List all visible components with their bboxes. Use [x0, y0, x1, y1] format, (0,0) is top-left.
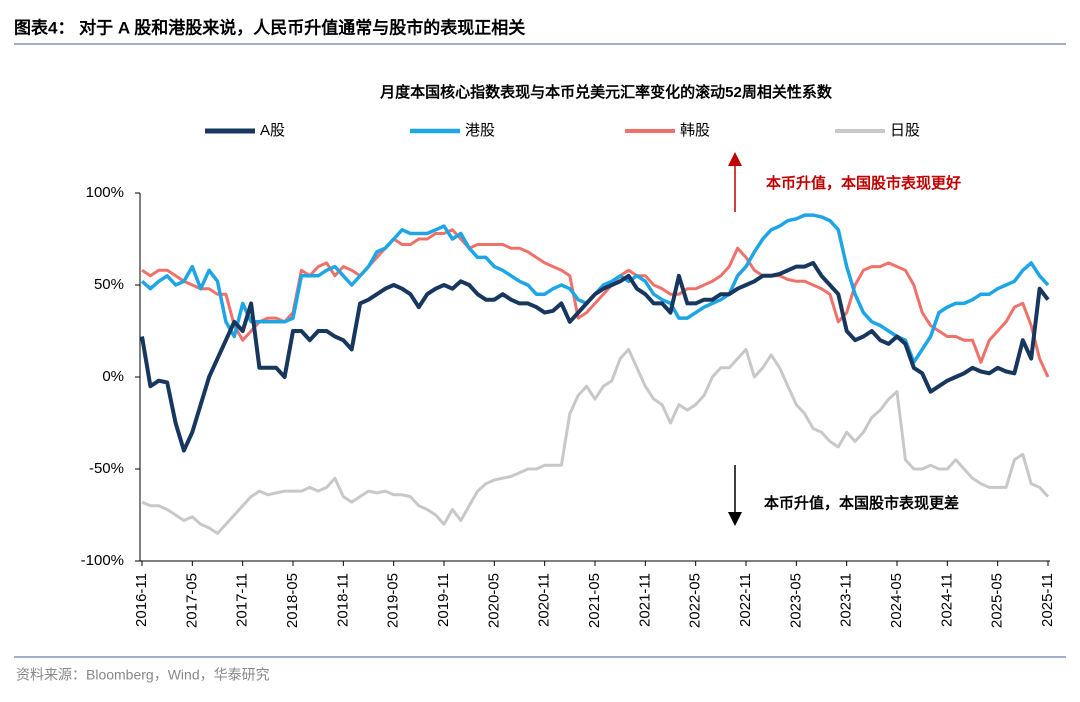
x-tick-label: 2019-11 [435, 573, 452, 627]
x-tick-label: 2020-05 [485, 573, 502, 628]
x-tick-label: 2023-05 [787, 573, 804, 628]
x-tick-label: 2024-11 [938, 573, 955, 627]
legend-label: 港股 [465, 122, 495, 139]
x-tick-label: 2019-05 [385, 573, 402, 628]
x-tick-label: 2024-05 [888, 573, 905, 628]
series-line [140, 260, 1050, 453]
x-tick-label: 2017-05 [183, 573, 200, 628]
series-line [140, 213, 1050, 365]
x-tick-label: 2025-11 [1039, 573, 1056, 627]
legend-label: 韩股 [680, 122, 710, 139]
x-tick-label: 2022-05 [687, 573, 704, 628]
annotation: 本币升值，本国股市表现更好 [766, 174, 961, 192]
x-tick-label: 2016-11 [133, 573, 150, 627]
x-tick-label: 2021-11 [636, 573, 653, 627]
y-tick-label: 100% [86, 184, 124, 201]
y-tick-label: -50% [89, 460, 124, 477]
x-tick-label: 2020-11 [536, 573, 553, 627]
x-tick-label: 2017-11 [234, 573, 251, 627]
series-line [141, 347, 1050, 535]
chart-title: 月度本国核心指数表现与本币兑美元汇率变化的滚动52周相关性系数 [379, 83, 833, 101]
y-tick-label: -100% [81, 552, 124, 569]
x-tick-label: 2025-05 [989, 573, 1006, 628]
figure-heading: 图表4： 对于 A 股和港股来说，人民币升值通常与股市的表现正相关 [14, 17, 525, 37]
x-tick-label: 2018-05 [284, 573, 301, 628]
x-tick-label: 2021-05 [586, 573, 603, 628]
legend-label: 日股 [890, 122, 920, 139]
y-tick-label: 50% [94, 276, 124, 293]
annotation: 本币升值，本国股市表现更差 [764, 494, 959, 512]
x-tick-label: 2018-11 [334, 573, 351, 627]
x-tick-label: 2023-11 [838, 573, 855, 627]
legend-label: A股 [260, 122, 285, 139]
source-note: 资料来源：Bloomberg，Wind，华泰研究 [16, 667, 270, 683]
arrow-down-head [728, 512, 742, 526]
y-tick-label: 0% [102, 368, 124, 385]
arrow-up-head [728, 152, 742, 166]
x-tick-label: 2022-11 [737, 573, 754, 627]
